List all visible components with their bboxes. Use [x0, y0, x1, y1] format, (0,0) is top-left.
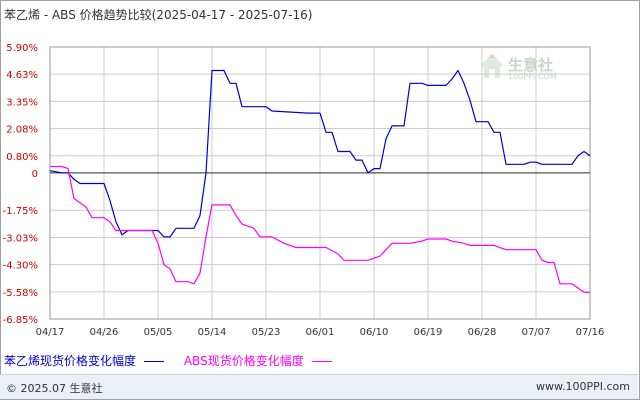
x-tick-label: 06/01	[306, 327, 335, 338]
series-lines	[49, 69, 591, 293]
series-line-styrene	[49, 69, 591, 238]
x-tick-labels: 04/17 04/26 05/05 05/14 05/23 06/01 06/10 06/19…	[36, 327, 605, 338]
x-tick-label: 06/19	[414, 327, 443, 338]
watermark-url: 100PPI.COM	[508, 72, 557, 81]
watermark: 生意社 100PPI.COM	[478, 52, 557, 84]
house-logo-icon	[480, 54, 504, 78]
legend-item-styrene: 苯乙烯现货价格变化幅度	[4, 352, 165, 369]
x-tick-label: 06/10	[360, 327, 389, 338]
y-tick-label: 2.08%	[6, 124, 38, 135]
watermark-text: 生意社	[508, 56, 554, 74]
legend-item-abs: ABS现货价格变化幅度	[184, 352, 332, 369]
y-tick-label: -6.85%	[3, 315, 38, 326]
x-tick-label: 07/16	[576, 327, 605, 338]
x-tick-label: 05/23	[252, 327, 281, 338]
x-tick-label: 07/07	[522, 327, 551, 338]
plot-border	[49, 46, 591, 320]
legend-swatch-abs	[311, 361, 332, 362]
x-tick-label: 05/05	[144, 327, 173, 338]
y-tick-label: -3.03%	[3, 234, 38, 245]
footer-bar: © 2025.07 生意社 www.100PPI.com	[0, 374, 638, 399]
grid-lines	[49, 46, 591, 320]
y-tick-labels: 5.90% 4.63% 3.35% 2.08% 0.80% 0 -1.75% -3.03% -4…	[3, 43, 38, 326]
axes	[49, 46, 591, 320]
chart-title: 苯乙烯 - ABS 价格趋势比较(2025-04-17 - 2025-07-16…	[4, 8, 313, 22]
y-tick-label: -1.75%	[3, 206, 38, 217]
y-tick-label: 4.63%	[6, 70, 38, 81]
copyright-text: © 2025.07 生意社	[6, 382, 103, 395]
legend-label-abs: ABS现货价格变化幅度	[183, 354, 304, 368]
y-tick-label: -5.58%	[3, 288, 38, 299]
legend: 苯乙烯现货价格变化幅度 ABS现货价格变化幅度	[4, 352, 348, 369]
y-tick-label: 0	[32, 169, 38, 180]
y-tick-label: -4.30%	[3, 261, 38, 272]
series-line-abs	[50, 165, 590, 293]
legend-swatch-styrene	[144, 361, 165, 362]
legend-label-styrene: 苯乙烯现货价格变化幅度	[4, 354, 137, 368]
x-tick-label: 06/28	[468, 327, 497, 338]
x-tick-label: 05/14	[198, 327, 227, 338]
site-link[interactable]: www.100PPI.com	[536, 380, 630, 393]
y-tick-label: 5.90%	[6, 43, 38, 54]
x-tick-label: 04/17	[36, 327, 65, 338]
x-tick-label: 04/26	[90, 327, 119, 338]
y-tick-label: 0.80%	[6, 152, 38, 163]
y-tick-label: 3.35%	[6, 97, 38, 108]
